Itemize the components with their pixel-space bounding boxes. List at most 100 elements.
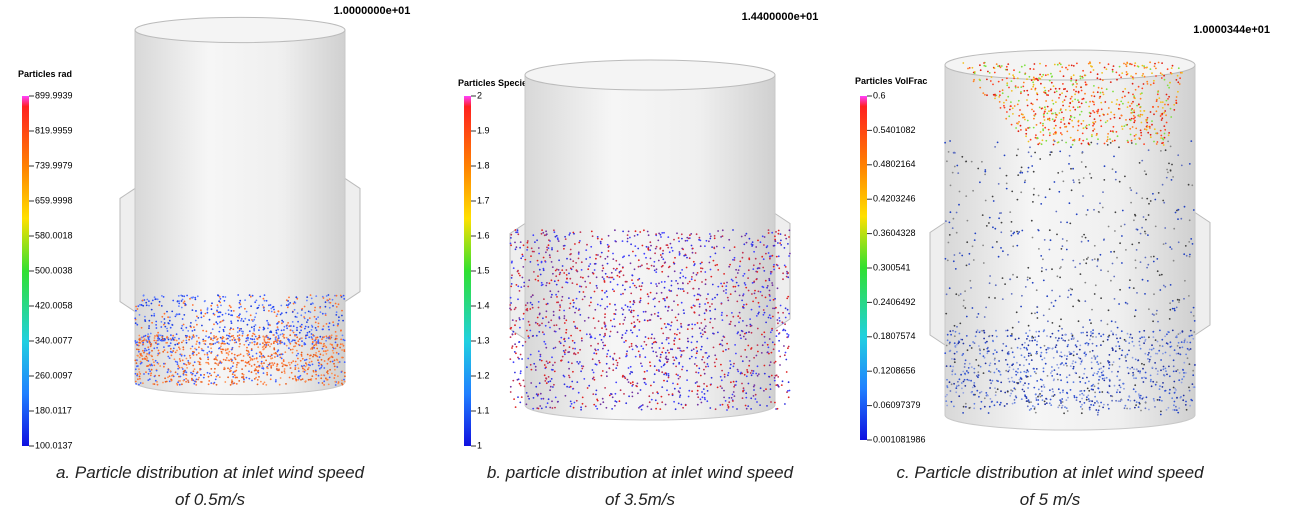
particle xyxy=(619,400,621,402)
particle xyxy=(169,320,171,322)
particle xyxy=(533,397,535,399)
particle xyxy=(517,379,519,381)
particle xyxy=(720,376,722,378)
particle xyxy=(326,371,328,373)
particle xyxy=(315,378,317,380)
particle xyxy=(778,317,780,319)
particle xyxy=(679,332,681,334)
particle xyxy=(1043,367,1045,369)
particle xyxy=(569,232,571,234)
particle xyxy=(962,62,964,64)
particle xyxy=(688,396,690,398)
particle xyxy=(1121,330,1123,332)
particle xyxy=(606,363,608,365)
particle xyxy=(700,398,702,400)
particle xyxy=(1190,311,1192,313)
particle xyxy=(202,330,204,332)
particle xyxy=(650,282,652,284)
particle xyxy=(752,301,754,303)
particle xyxy=(559,306,561,308)
particle xyxy=(949,381,951,383)
particle xyxy=(964,379,966,381)
particle xyxy=(297,321,299,323)
particle xyxy=(172,350,174,352)
particle xyxy=(1103,404,1105,406)
particle xyxy=(776,330,778,332)
particle xyxy=(262,365,264,367)
particle xyxy=(994,67,996,69)
particle xyxy=(639,354,641,356)
particle xyxy=(1071,96,1073,98)
particle xyxy=(1059,325,1061,327)
particle xyxy=(1132,372,1134,374)
particle xyxy=(769,258,771,260)
particle xyxy=(973,81,975,83)
particle xyxy=(605,273,607,275)
particle xyxy=(663,347,665,349)
particle xyxy=(169,345,171,347)
particle xyxy=(267,338,269,340)
particle xyxy=(324,360,326,362)
particle xyxy=(334,366,336,368)
particle xyxy=(219,347,221,349)
particle xyxy=(715,253,717,255)
particle xyxy=(1086,399,1088,401)
particle xyxy=(1173,404,1175,406)
particle xyxy=(248,319,250,321)
particle xyxy=(564,322,566,324)
particle xyxy=(1051,82,1053,84)
particle xyxy=(582,299,584,301)
particle xyxy=(1094,245,1096,247)
particle xyxy=(147,333,149,335)
particle xyxy=(572,340,574,342)
particle xyxy=(186,364,188,366)
particle xyxy=(697,390,699,392)
particle xyxy=(668,375,670,377)
particle xyxy=(309,317,311,319)
particle xyxy=(1113,251,1115,253)
particle xyxy=(735,381,737,383)
particle xyxy=(762,235,764,237)
particle xyxy=(1093,91,1095,93)
particle xyxy=(668,377,670,379)
particle xyxy=(1153,261,1155,263)
particle xyxy=(711,377,713,379)
particle xyxy=(313,347,315,349)
particle xyxy=(1041,390,1043,392)
particle xyxy=(697,322,699,324)
particle xyxy=(1092,343,1094,345)
particle xyxy=(586,333,588,335)
particle xyxy=(287,322,289,324)
particle xyxy=(998,217,1000,219)
particle xyxy=(546,282,548,284)
particle xyxy=(297,364,299,366)
particle xyxy=(1061,92,1063,94)
particle xyxy=(1025,372,1027,374)
particle xyxy=(158,304,160,306)
particle xyxy=(1122,103,1124,105)
particle xyxy=(258,376,260,378)
particle xyxy=(716,246,718,248)
particle xyxy=(1121,97,1123,99)
particle xyxy=(226,357,228,359)
colorbar-tick-label: 819.9959 xyxy=(35,125,73,135)
particle xyxy=(633,300,635,302)
particle xyxy=(1155,339,1157,341)
particle xyxy=(761,295,763,297)
particle xyxy=(709,306,711,308)
particle xyxy=(1038,230,1040,232)
particle xyxy=(644,382,646,384)
particle xyxy=(1127,399,1129,401)
particle xyxy=(974,372,976,374)
particle xyxy=(304,312,306,314)
particle xyxy=(950,365,952,367)
particle xyxy=(1142,114,1144,116)
particle xyxy=(725,292,727,294)
particle xyxy=(1112,364,1114,366)
particle xyxy=(219,327,221,329)
particle xyxy=(1036,306,1038,308)
particle xyxy=(700,375,702,377)
particle xyxy=(739,334,741,336)
particle xyxy=(539,313,541,315)
particle xyxy=(223,359,225,361)
